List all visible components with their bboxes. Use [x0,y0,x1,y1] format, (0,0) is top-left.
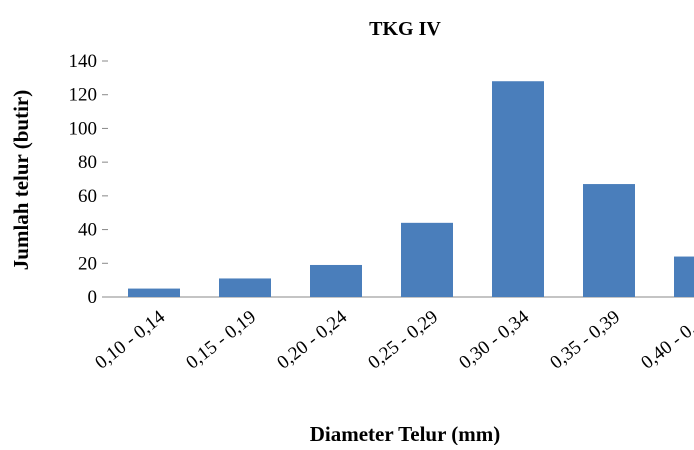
bar [583,184,635,297]
y-tick-label: 20 [78,253,97,274]
y-tick-label: 140 [69,51,98,72]
y-tick-label: 120 [69,85,98,106]
y-axis-label: Jumlah telur (butir) [9,90,33,270]
y-tick-label: 40 [78,220,97,241]
bar [401,223,453,297]
y-tick-label: 80 [78,152,97,173]
x-tick-label: 0,10 - 0,14 [91,306,169,374]
bar [674,257,694,297]
bars [128,81,694,297]
x-tick-label: 0,25 - 0,29 [364,306,442,373]
x-tick-label: 0,20 - 0,24 [273,306,351,374]
x-tick-label: 0,15 - 0,19 [182,306,260,373]
y-tick-label: 60 [78,186,97,207]
bar [492,81,544,297]
bar [128,289,180,297]
bar [219,278,271,297]
bar [310,265,362,297]
y-tick-label: 100 [69,118,98,139]
x-tick-label: 0,35 - 0,39 [546,306,624,373]
x-tick-label: 0,30 - 0,34 [455,306,533,374]
x-axis-label: Diameter Telur (mm) [310,422,501,445]
chart-title: TKG IV [369,18,441,40]
y-tick-label: 0 [88,287,98,308]
x-tick-label: 0,40 - 0,45 [637,306,694,373]
